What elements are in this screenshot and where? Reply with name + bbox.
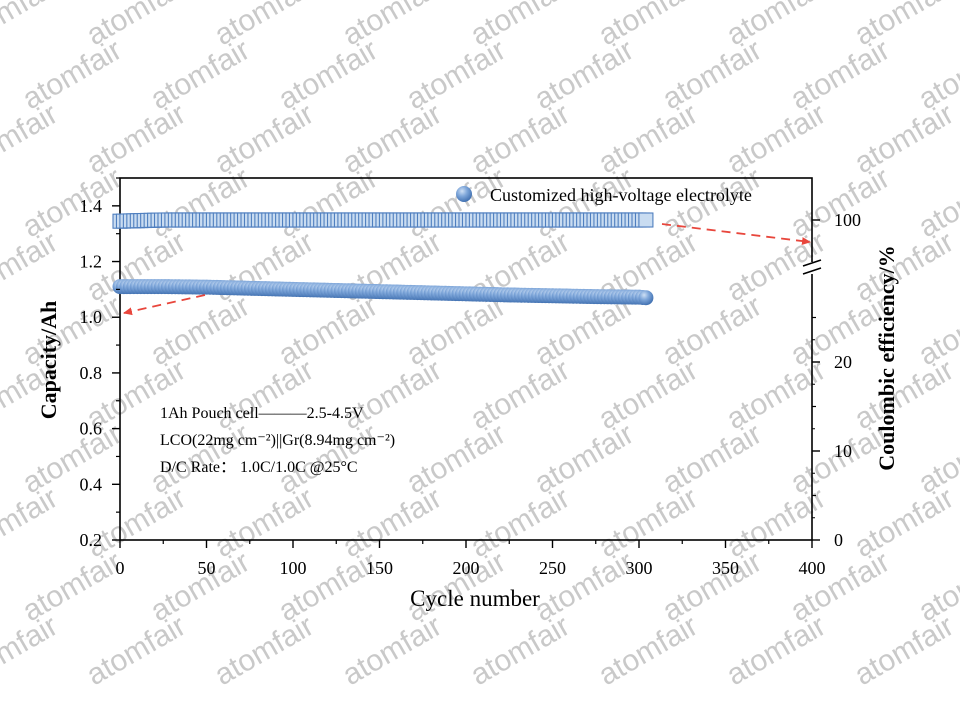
- y-left-tick-label: 0.8: [80, 363, 103, 383]
- watermark-text: atomfair: [721, 609, 831, 692]
- watermark-text: atomfair: [593, 481, 703, 564]
- legend-marker: [456, 186, 472, 202]
- watermark-text: atomfair: [337, 97, 447, 180]
- x-tick-label: 300: [626, 558, 653, 578]
- x-tick-label: 250: [539, 558, 566, 578]
- watermark-text: atomfair: [657, 417, 767, 500]
- x-tick-label: 0: [116, 558, 125, 578]
- axis-break-mark: [802, 259, 822, 267]
- arrow-to-right-axis: [661, 223, 811, 246]
- x-tick-label: 400: [799, 558, 826, 578]
- watermark-text: atomfair: [0, 481, 63, 564]
- annotation-block: 1Ah Pouch cell———2.5-4.5V LCO(22mg cm⁻²)…: [160, 405, 395, 476]
- x-axis-label: Cycle number: [410, 586, 540, 611]
- watermark-text: atomfair: [657, 33, 767, 116]
- watermark-text: atomfair: [81, 609, 191, 692]
- watermark-text: atomfair: [0, 97, 63, 180]
- y-right-tick-label: 0: [834, 530, 843, 550]
- y-left-tick-label: 1.2: [80, 252, 103, 272]
- watermark-text: atomfair: [721, 353, 831, 436]
- y-left-tick-label: 1.0: [80, 307, 103, 327]
- plot-area: [119, 177, 813, 541]
- watermark-text: atomfair: [721, 481, 831, 564]
- x-tick-label: 50: [198, 558, 216, 578]
- watermark-text: atomfair: [209, 481, 319, 564]
- y-left-tick-label: 0.4: [80, 474, 103, 494]
- y-left-tick-label: 1.4: [80, 196, 103, 216]
- annotation-line-2: LCO(22mg cm⁻²)||Gr(8.94mg cm⁻²): [160, 432, 395, 449]
- watermark-text: atomfair: [849, 225, 959, 308]
- watermark-text: atomfair: [145, 161, 255, 244]
- legend: Customized high-voltage electrolyte: [456, 185, 752, 205]
- axis-break-mark: [802, 267, 822, 275]
- annotation-line-1: 1Ah Pouch cell———2.5-4.5V: [160, 405, 364, 422]
- y-right-tick-label: 100: [834, 210, 861, 230]
- watermark-text: atomfair: [593, 353, 703, 436]
- watermark-text: atomfair: [81, 97, 191, 180]
- annotation-line-3: D/C Rate： 1.0C/1.0C @25°C: [160, 459, 358, 476]
- watermark-text: atomfair: [657, 289, 767, 372]
- watermark-text: atomfair: [337, 481, 447, 564]
- x-tick-label: 200: [453, 558, 480, 578]
- x-tick-label: 100: [280, 558, 307, 578]
- legend-label: Customized high-voltage electrolyte: [490, 185, 752, 205]
- watermark-text: atomfair: [17, 33, 127, 116]
- watermark-text: atomfair: [17, 289, 127, 372]
- x-tick-label: 150: [366, 558, 393, 578]
- watermark-text: atomfair: [465, 97, 575, 180]
- watermark-text: atomfair: [273, 289, 383, 372]
- efficiency-point: [638, 212, 654, 228]
- series-layer: [112, 212, 654, 306]
- watermark-text: atomfair: [721, 97, 831, 180]
- watermark-text: atomfair: [849, 609, 959, 692]
- axes-layer: 0 50 100 150 200 250 300 350 4000.20.40.60.81.01…: [80, 177, 861, 578]
- y-axis-label-right: Coulombic efficiency/%: [874, 245, 899, 470]
- watermark-text: atomfair: [273, 33, 383, 116]
- x-tick-label: 350: [712, 558, 739, 578]
- watermark-text: atomfair: [337, 353, 447, 436]
- y-right-tick-label: 20: [834, 352, 852, 372]
- watermark-text: atomfair: [273, 161, 383, 244]
- watermark-text: atomfair: [0, 225, 63, 308]
- watermark-text: atomfair: [849, 353, 959, 436]
- watermark-text: atomfair: [17, 161, 127, 244]
- capacity-point: [638, 290, 654, 306]
- arrow-to-left-axis: [123, 294, 206, 316]
- watermark-text: atomfair: [209, 609, 319, 692]
- y-axis-label-left: Capacity/Ah: [36, 301, 61, 420]
- watermark-text: atomfair: [465, 609, 575, 692]
- watermark-text: atomfair: [17, 545, 127, 628]
- watermark-text: atomfair: [465, 353, 575, 436]
- watermark-text: atomfair: [0, 609, 63, 692]
- axis-break-gap: [809, 262, 815, 274]
- watermark-text: atomfair: [593, 97, 703, 180]
- watermark-text: atomfair: [465, 481, 575, 564]
- y-left-tick-label: 0.2: [80, 530, 103, 550]
- watermark-text: atomfair: [209, 353, 319, 436]
- watermark-text: atomfair: [337, 609, 447, 692]
- y-left-tick-label: 0.6: [80, 419, 103, 439]
- watermark-text: atomfair: [145, 289, 255, 372]
- watermark-text: atomfair: [401, 33, 511, 116]
- watermark-text: atomfair: [401, 417, 511, 500]
- y-right-tick-label: 10: [834, 441, 852, 461]
- watermark-text: atomfair: [529, 33, 639, 116]
- watermark-text: atomfair: [0, 0, 63, 52]
- watermark-text: atomfair: [849, 481, 959, 564]
- watermark-text: atomfair: [785, 33, 895, 116]
- plot-frame: [119, 177, 813, 541]
- watermark-text: atomfair: [17, 417, 127, 500]
- watermark-text: atomfair: [593, 609, 703, 692]
- watermark-text: atomfair: [785, 161, 895, 244]
- watermark-text: atomfair: [849, 97, 959, 180]
- watermark-text: atomfair: [145, 33, 255, 116]
- watermark-text: atomfair: [209, 97, 319, 180]
- watermark-text: atomfair: [529, 417, 639, 500]
